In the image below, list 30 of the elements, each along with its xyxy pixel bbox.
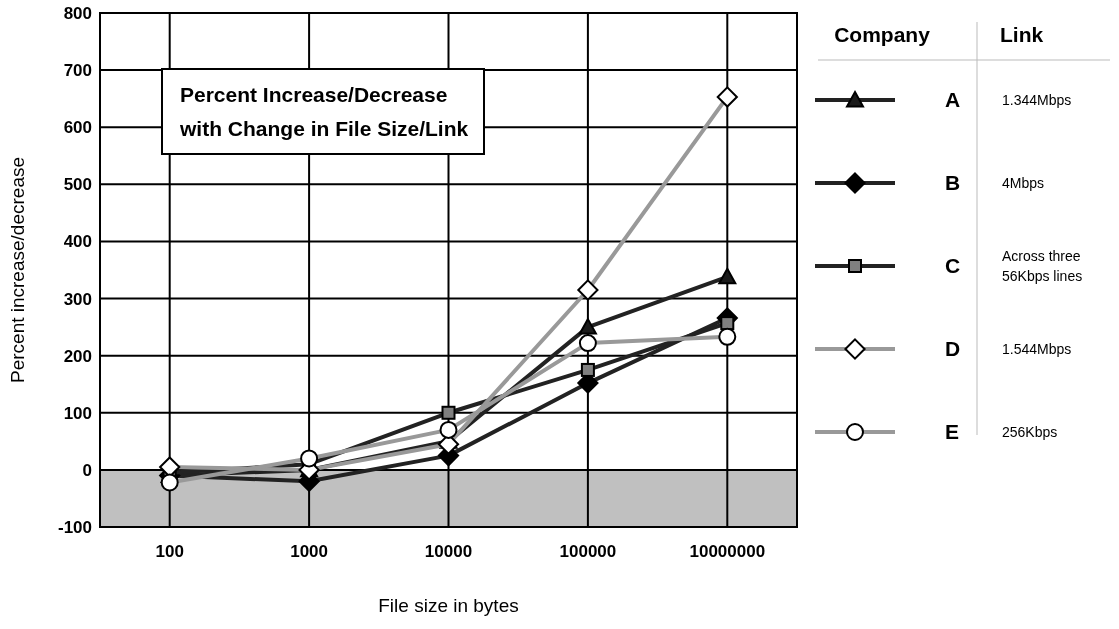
y-tick-label: 600 [63,118,92,138]
legend-label: C [945,254,961,278]
legend-title: Company [834,23,931,46]
y-tick-label: 100 [63,403,92,423]
legend-label: D [945,337,961,361]
legend-label: A [945,88,961,112]
text: 256Kbps [1002,423,1058,440]
text: 1.344Mbps [1002,91,1072,108]
x-tick-label: 1000 [290,542,329,561]
y-tick-label: 400 [63,232,92,252]
y-tick-label: -100 [57,517,92,537]
text: 4Mbps [1002,174,1045,191]
y-tick-label: 0 [82,460,92,480]
text: 1.544Mbps [1002,340,1072,357]
y-axis-title: Percent increase/decrease [7,156,28,384]
y-tick-label: 500 [63,175,92,195]
y-tick-label: 700 [63,61,92,81]
text: Percent Increase/Decrease with Change in File Size/Link [179,83,469,140]
text: Across three 56Kbps lines [1002,247,1083,284]
y-tick-label: 300 [63,289,92,309]
x-tick-label: 10000 [424,542,473,561]
x-tick-label: 10000000 [689,542,766,561]
x-tick-label: 100 [155,542,184,561]
y-tick-label: 800 [63,3,92,23]
legend-label: B [945,171,961,195]
x-tick-label: 100000 [559,542,617,561]
text: Link [1000,23,1044,46]
y-tick-label: 200 [63,346,92,366]
legend-label: E [945,420,960,444]
x-axis-title: File size in bytes [378,595,519,616]
